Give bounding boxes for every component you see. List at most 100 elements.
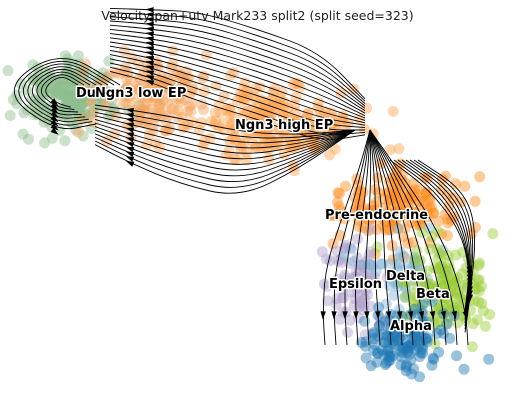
cell-point-ngn3-low-ep bbox=[134, 83, 145, 95]
chart-title: Velocity pan+utv Mark233 split2 (split s… bbox=[101, 8, 414, 23]
cell-point-beta bbox=[456, 268, 468, 280]
stream-arrow bbox=[50, 115, 59, 123]
cell-point-ngn3-low-ep bbox=[153, 91, 165, 103]
cell-point-ngn3-low-ep bbox=[145, 90, 157, 102]
cell-point-ngn3-high-ep bbox=[227, 125, 239, 137]
cell-point-ngn3-high-ep bbox=[250, 82, 262, 94]
cell-point-beta bbox=[431, 243, 443, 255]
cell-point-ngn3-low-ep bbox=[149, 88, 161, 100]
cell-point-ngn3-high-ep bbox=[176, 112, 188, 123]
cluster-label-beta: Beta bbox=[416, 287, 450, 302]
cell-point-pre-endocrine bbox=[326, 209, 338, 221]
cell-point-ductal bbox=[92, 88, 104, 100]
cell-point-ductal bbox=[49, 78, 60, 90]
cell-point-delta bbox=[422, 274, 434, 286]
cell-point-pre-endocrine bbox=[326, 210, 338, 222]
cell-point-epsilon bbox=[359, 293, 371, 305]
cell-point-delta bbox=[403, 260, 415, 272]
cell-point-epsilon bbox=[356, 297, 368, 309]
cell-point-epsilon bbox=[392, 272, 404, 283]
cell-point-delta bbox=[374, 258, 386, 270]
cell-point-pre-endocrine bbox=[381, 207, 393, 219]
cell-point-ductal bbox=[11, 89, 23, 101]
cell-point-ductal bbox=[39, 137, 51, 149]
velocity-streamline bbox=[109, 12, 366, 102]
cell-point-ngn3-high-ep bbox=[329, 143, 341, 155]
cell-point-ngn3-low-ep bbox=[210, 80, 222, 92]
cell-point-epsilon bbox=[360, 274, 372, 286]
cell-point-alpha bbox=[377, 349, 389, 361]
velocity-streamline bbox=[323, 129, 371, 346]
cell-point-alpha bbox=[395, 334, 407, 346]
cell-point-alpha bbox=[402, 340, 414, 352]
cell-point-beta bbox=[410, 255, 421, 267]
cell-point-ngn3-high-ep bbox=[209, 107, 221, 119]
cell-point-pre-endocrine bbox=[455, 196, 466, 208]
cell-point-ngn3-low-ep bbox=[141, 85, 153, 97]
cell-point-beta bbox=[432, 226, 444, 238]
cell-point-alpha bbox=[401, 341, 413, 353]
stream-arrow bbox=[364, 311, 370, 320]
cell-point-alpha bbox=[382, 343, 394, 355]
cell-point-ngn3-low-ep bbox=[120, 83, 132, 95]
cell-point-ngn3-low-ep bbox=[168, 102, 180, 114]
cell-point-ngn3-low-ep bbox=[149, 92, 161, 104]
cell-point-ductal bbox=[93, 75, 105, 87]
cell-point-epsilon bbox=[321, 253, 332, 265]
cell-point-alpha bbox=[380, 359, 391, 371]
cell-point-ngn3-high-ep bbox=[257, 123, 269, 135]
cell-point-ductal bbox=[103, 55, 115, 67]
cell-point-pre-endocrine bbox=[405, 186, 417, 198]
cell-point-epsilon bbox=[322, 295, 334, 307]
cell-point-ngn3-high-ep bbox=[230, 154, 242, 166]
cell-point-ngn3-high-ep bbox=[241, 154, 252, 166]
velocity-streamline bbox=[109, 54, 366, 126]
cell-point-ductal bbox=[60, 94, 72, 106]
cell-point-ductal bbox=[54, 88, 66, 100]
cell-point-pre-endocrine bbox=[384, 224, 396, 236]
cell-point-ductal bbox=[49, 84, 61, 96]
cell-point-pre-endocrine bbox=[414, 184, 425, 196]
cell-point-ngn3-low-ep bbox=[172, 66, 184, 78]
cell-point-ngn3-low-ep bbox=[164, 78, 176, 90]
velocity-streamline bbox=[109, 16, 366, 104]
cell-point-ngn3-low-ep bbox=[154, 107, 166, 119]
cell-point-ductal bbox=[51, 85, 63, 97]
cell-point-ngn3-high-ep bbox=[218, 117, 229, 129]
cell-point-ngn3-low-ep bbox=[159, 76, 171, 88]
cell-point-ductal bbox=[70, 94, 82, 106]
velocity-streamline bbox=[94, 118, 356, 154]
velocity-streamline bbox=[401, 159, 470, 320]
cell-point-epsilon bbox=[353, 291, 365, 302]
cell-point-alpha bbox=[395, 351, 407, 363]
velocity-streamline bbox=[369, 129, 392, 346]
cell-point-ngn3-low-ep bbox=[197, 72, 209, 84]
cell-point-alpha bbox=[406, 340, 418, 351]
cell-point-ngn3-low-ep bbox=[168, 92, 180, 104]
cell-point-delta bbox=[409, 253, 421, 265]
cell-point-epsilon bbox=[342, 327, 354, 338]
cell-point-ngn3-high-ep bbox=[229, 131, 241, 143]
cell-point-beta bbox=[473, 259, 485, 271]
cell-point-pre-endocrine bbox=[363, 204, 375, 216]
cell-point-ductal bbox=[63, 92, 74, 103]
cell-point-pre-endocrine bbox=[399, 177, 411, 189]
cell-point-alpha bbox=[411, 330, 423, 341]
stream-arrow bbox=[145, 26, 154, 32]
cell-point-ngn3-low-ep bbox=[184, 100, 196, 112]
cell-point-ngn3-low-ep bbox=[134, 105, 146, 116]
cell-point-delta bbox=[384, 258, 396, 270]
cell-point-beta bbox=[429, 262, 441, 274]
velocity-streamline bbox=[36, 71, 91, 113]
cell-point-pre-endocrine bbox=[398, 191, 410, 203]
cell-point-ductal bbox=[54, 74, 66, 85]
cell-point-ductal bbox=[32, 72, 44, 84]
cell-point-beta bbox=[420, 277, 432, 289]
cell-point-ngn3-low-ep bbox=[97, 82, 109, 94]
cell-point-ngn3-high-ep bbox=[226, 119, 238, 131]
cell-point-ngn3-high-ep bbox=[240, 85, 252, 97]
cell-point-ductal bbox=[75, 98, 87, 110]
cell-point-alpha bbox=[383, 336, 395, 348]
cell-point-alpha bbox=[404, 327, 416, 339]
cell-point-pre-endocrine bbox=[440, 170, 452, 182]
